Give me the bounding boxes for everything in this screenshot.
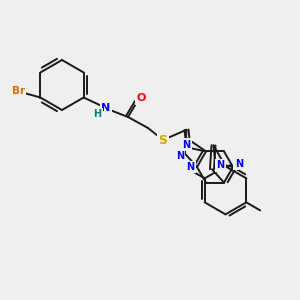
Text: N: N [216,160,224,170]
Text: Br: Br [12,85,25,95]
Text: N: N [176,151,184,160]
Text: N: N [101,103,111,113]
Text: O: O [136,93,146,103]
Text: H: H [93,109,101,119]
Text: N: N [186,162,194,172]
Text: N: N [182,140,190,150]
Text: N: N [235,159,243,169]
Text: S: S [158,134,167,146]
